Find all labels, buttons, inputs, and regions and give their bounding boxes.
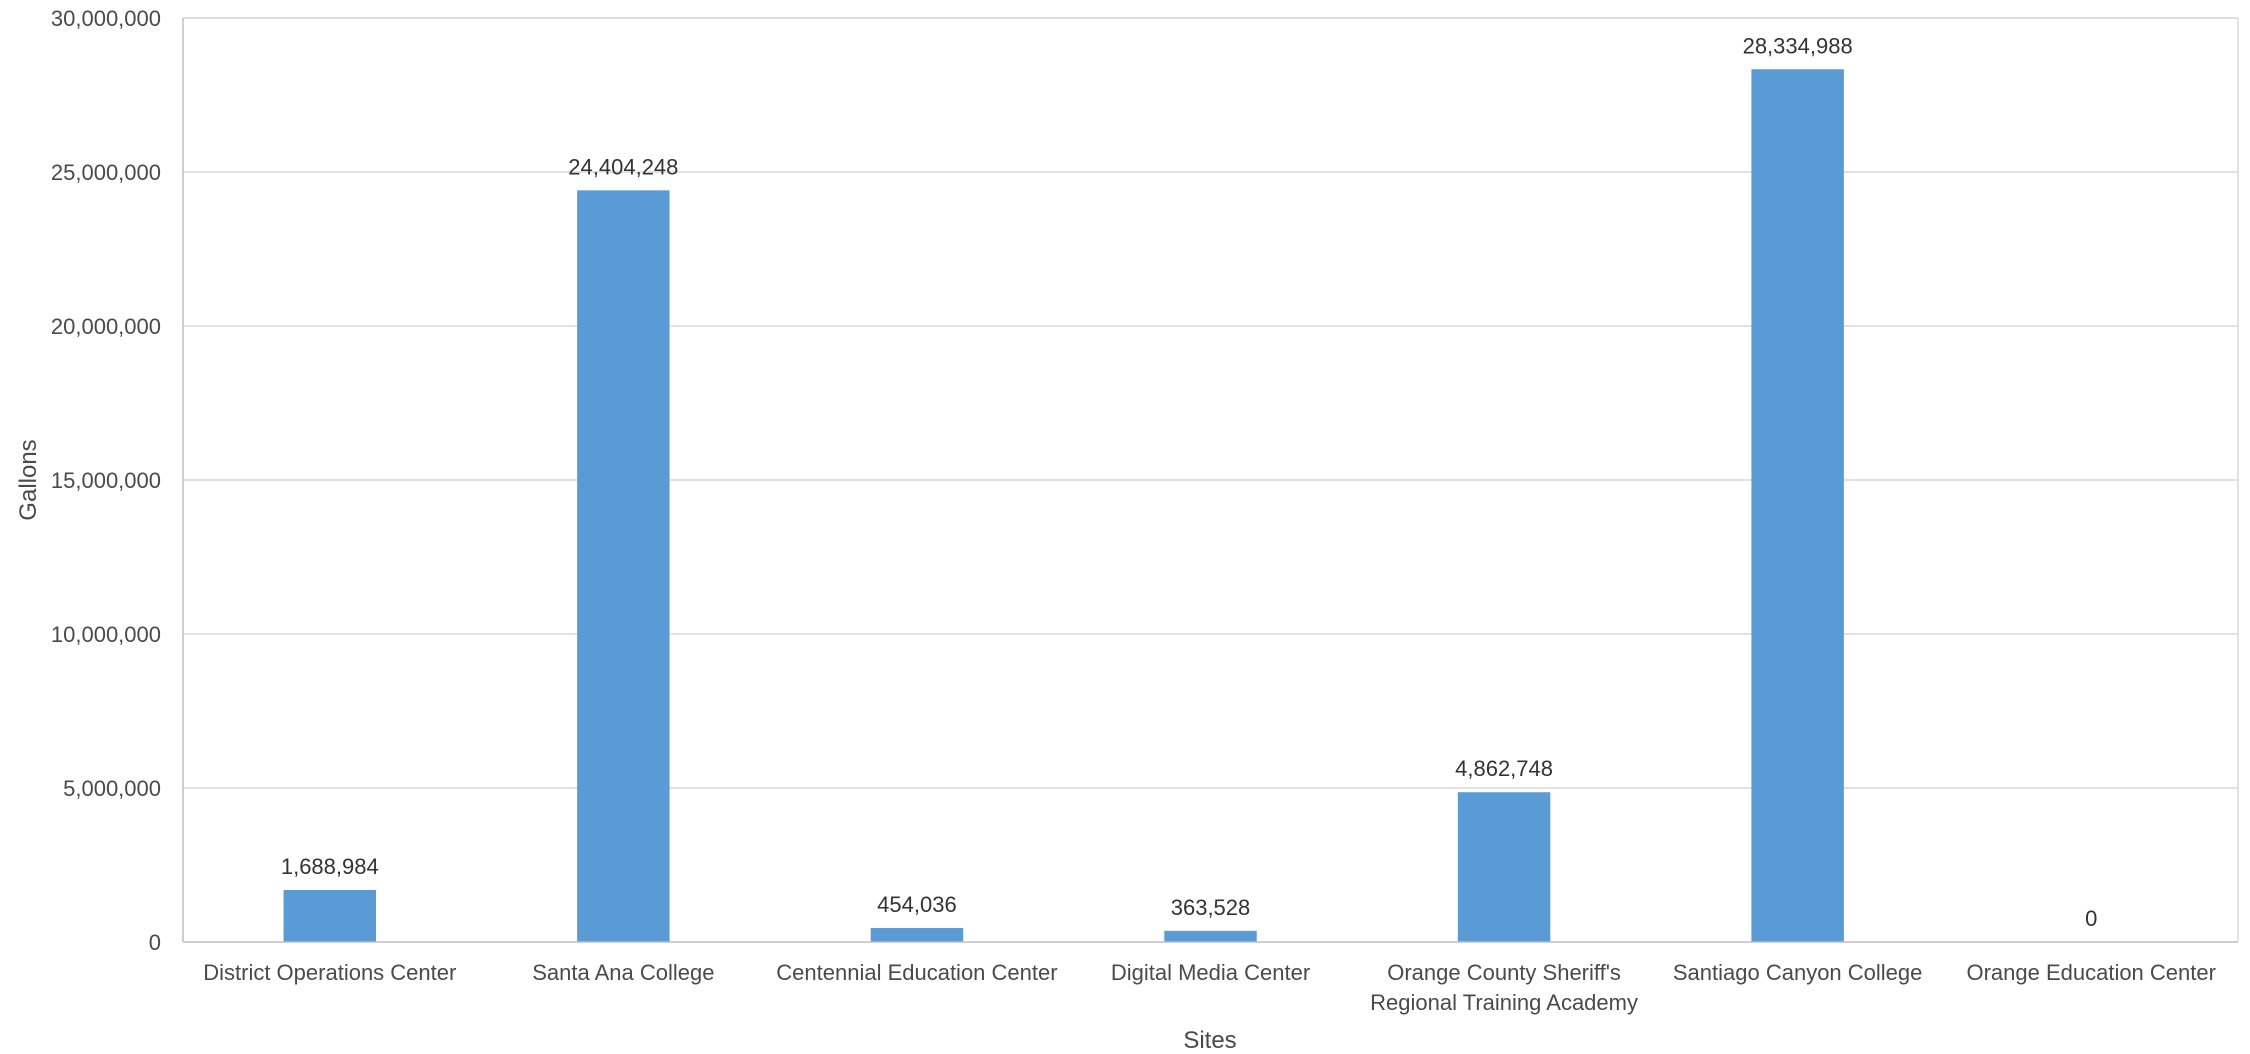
y-tick-label: 15,000,000: [51, 468, 161, 493]
data-label: 454,036: [877, 892, 957, 917]
x-tick-label: District Operations Center: [203, 960, 456, 985]
y-tick-label: 20,000,000: [51, 314, 161, 339]
data-label: 0: [2085, 906, 2097, 931]
data-label: 363,528: [1171, 895, 1251, 920]
bar: [1751, 69, 1844, 943]
y-tick-label: 10,000,000: [51, 622, 161, 647]
x-tick-label: Santa Ana College: [532, 960, 714, 985]
data-label: 4,862,748: [1455, 756, 1553, 781]
data-label: 28,334,988: [1743, 33, 1853, 58]
bar: [577, 190, 670, 942]
data-label: 1,688,984: [281, 854, 379, 879]
bar: [283, 889, 377, 942]
x-tick-label: Orange Education Center: [1966, 960, 2216, 985]
gridlines: [183, 17, 2238, 789]
x-axis-title: Sites: [1183, 1027, 1236, 1054]
bar: [1164, 930, 1257, 942]
labels: 0 5,000,000 10,000,000 15,000,000 20,000,000…: [51, 6, 2216, 1015]
x-tick-label: Centennial Education Center: [776, 960, 1057, 985]
x-tick-label: Digital Media Center: [1111, 960, 1310, 985]
data-label: 24,404,248: [568, 154, 678, 179]
y-tick-label: 25,000,000: [51, 160, 161, 185]
bar: [870, 928, 964, 942]
y-tick-label: 5,000,000: [63, 776, 161, 801]
y-tick-label: 30,000,000: [51, 6, 161, 31]
y-axis-title: Gallons: [15, 439, 42, 520]
y-tick-label: 0: [149, 930, 161, 955]
x-tick-label: Orange County Sheriff's Regional Training…: [1370, 960, 1638, 1015]
axes: [182, 17, 2239, 943]
bar: [1457, 792, 1551, 942]
x-tick-label: Santiago Canyon College: [1673, 960, 1923, 985]
bars: [283, 69, 1844, 943]
